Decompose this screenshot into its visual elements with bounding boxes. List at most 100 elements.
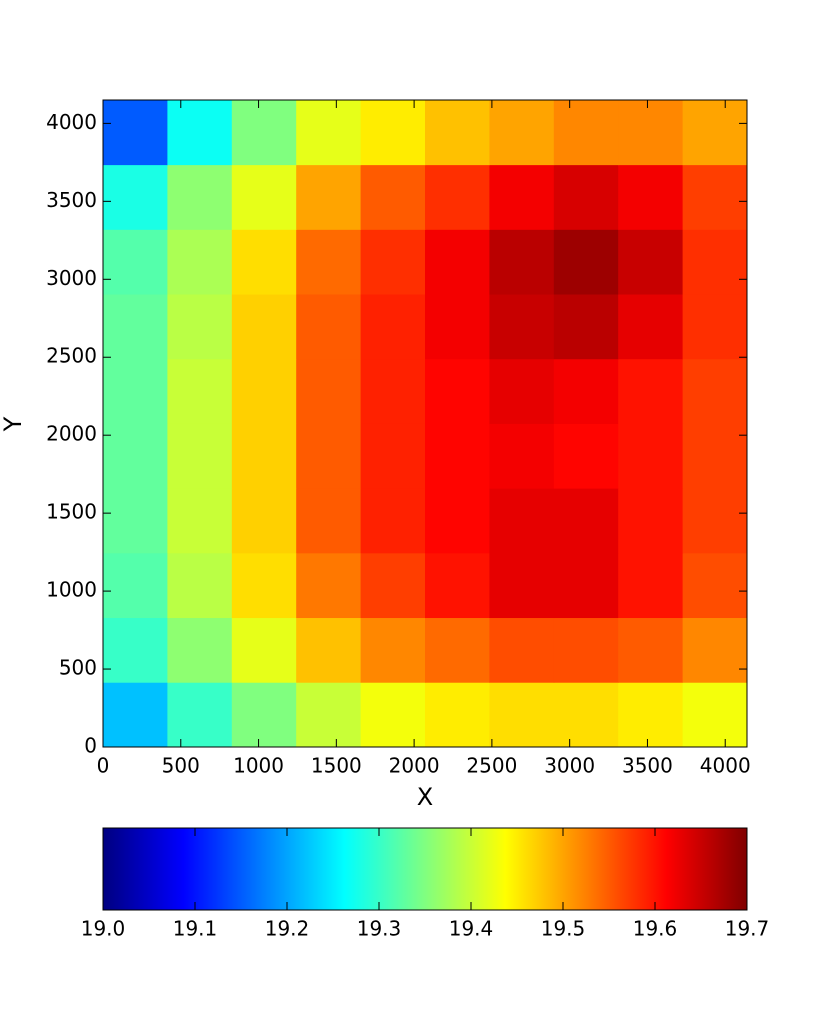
heat-cell: [231, 617, 297, 683]
heat-cell: [682, 617, 748, 683]
x-tick-label: 2500: [466, 754, 517, 778]
heat-cell: [618, 488, 684, 554]
heat-cell: [682, 423, 748, 489]
heat-cell: [425, 229, 490, 295]
x-tick-label: 500: [162, 754, 200, 778]
y-tick-label: 3500: [46, 188, 97, 212]
heat-cell: [360, 100, 426, 166]
heat-cell: [682, 100, 748, 166]
heat-cell: [553, 294, 619, 360]
heat-cell: [553, 682, 619, 748]
heat-cell: [618, 552, 684, 619]
heat-cell: [296, 358, 362, 424]
heat-cell: [425, 682, 490, 748]
heat-cell: [489, 229, 555, 295]
x-axis-label: X: [417, 783, 433, 811]
heat-cell: [231, 682, 297, 748]
heat-cell: [103, 617, 168, 683]
heat-cell: [425, 294, 490, 360]
heat-cell: [682, 229, 748, 295]
heat-cell: [360, 682, 426, 748]
heat-cell: [103, 164, 168, 230]
colorbar-tick-label: 19.7: [725, 917, 770, 941]
heat-cell: [553, 423, 619, 489]
colorbar-tick-label: 19.0: [81, 917, 126, 941]
heat-cell: [553, 617, 619, 683]
heat-cell: [489, 682, 555, 748]
heat-cell: [296, 294, 362, 360]
heat-cell: [425, 164, 490, 230]
heat-cell: [167, 682, 233, 748]
heat-cell: [489, 164, 555, 230]
heat-cell: [553, 488, 619, 554]
heat-cell: [553, 358, 619, 424]
heat-cell: [618, 423, 684, 489]
heat-cell: [553, 100, 619, 166]
heat-cell: [296, 100, 362, 166]
heat-cell: [360, 488, 426, 554]
heat-cell: [489, 617, 555, 683]
heat-cell: [682, 682, 748, 748]
y-tick-label: 1500: [46, 500, 97, 524]
heat-cell: [618, 164, 684, 230]
heat-cell: [425, 488, 490, 554]
heat-cell: [360, 617, 426, 683]
heat-cell: [103, 552, 168, 619]
heat-cell: [167, 488, 233, 554]
x-tick-label: 3000: [544, 754, 595, 778]
heat-cell: [553, 164, 619, 230]
heat-cell: [425, 358, 490, 424]
colorbar-tick-label: 19.5: [541, 917, 586, 941]
heat-cell: [231, 229, 297, 295]
x-tick-label: 4000: [700, 754, 751, 778]
heat-cell: [489, 488, 555, 554]
heat-cell: [167, 229, 233, 295]
y-axis-label: Y: [0, 416, 27, 432]
heat-cell: [167, 294, 233, 360]
y-tick-label: 2000: [46, 422, 97, 446]
heat-cell: [103, 358, 168, 424]
heat-cell: [167, 100, 233, 166]
heat-cell: [360, 294, 426, 360]
heat-cell: [167, 164, 233, 230]
heat-cell: [296, 423, 362, 489]
heat-cell: [167, 552, 233, 619]
heat-cell: [296, 617, 362, 683]
x-tick-label: 2000: [389, 754, 440, 778]
heat-cell: [296, 164, 362, 230]
heat-cell: [103, 682, 168, 748]
heat-cell: [167, 423, 233, 489]
heat-cell: [425, 617, 490, 683]
heat-cell: [103, 488, 168, 554]
x-tick-label: 1500: [311, 754, 362, 778]
heat-cell: [618, 100, 684, 166]
heat-cell: [360, 358, 426, 424]
heat-cell: [425, 100, 490, 166]
heat-cell: [618, 358, 684, 424]
heat-cell: [231, 423, 297, 489]
colorbar-tick-label: 19.4: [449, 917, 494, 941]
x-tick-label: 3500: [622, 754, 673, 778]
heat-cell: [103, 100, 168, 166]
y-tick-label: 3000: [46, 266, 97, 290]
heat-cell: [489, 294, 555, 360]
y-tick-label: 500: [59, 656, 97, 680]
heat-cell: [103, 229, 168, 295]
heat-cell: [618, 617, 684, 683]
heat-cell: [553, 229, 619, 295]
colorbar-tick-label: 19.6: [633, 917, 678, 941]
heat-cell: [489, 100, 555, 166]
heat-cell: [618, 294, 684, 360]
plot-frame: [102, 99, 748, 748]
heat-cell: [682, 358, 748, 424]
heat-cell: [167, 617, 233, 683]
heat-cell: [618, 229, 684, 295]
heat-cell: [489, 358, 555, 424]
heat-cell: [231, 164, 297, 230]
heat-cell: [425, 423, 490, 489]
colorbar: [102, 827, 748, 911]
heat-cell: [553, 552, 619, 619]
colorbar-tick-label: 19.2: [265, 917, 310, 941]
colorbar-tick-label: 19.1: [173, 917, 218, 941]
